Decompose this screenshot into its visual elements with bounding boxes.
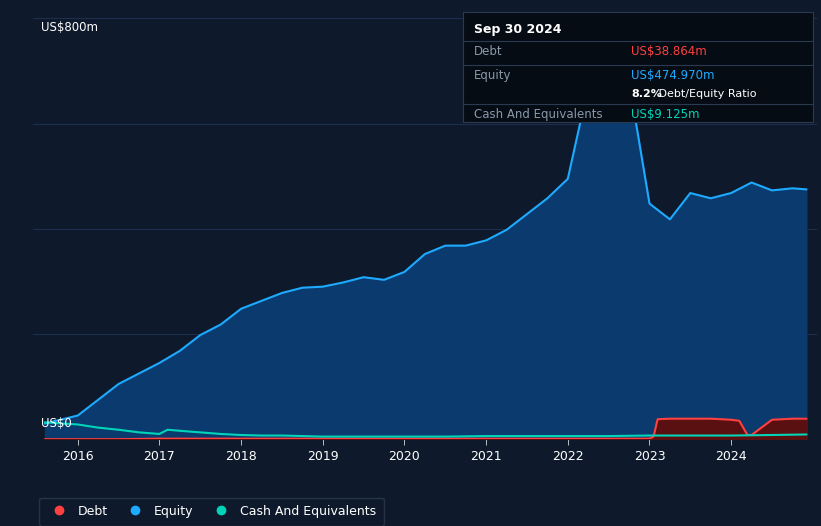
- Text: Debt/Equity Ratio: Debt/Equity Ratio: [655, 89, 756, 99]
- Text: Cash And Equivalents: Cash And Equivalents: [474, 108, 602, 120]
- Text: Equity: Equity: [474, 69, 511, 82]
- Text: Debt: Debt: [474, 45, 502, 58]
- Text: US$38.864m: US$38.864m: [631, 45, 707, 58]
- Text: 8.2%: 8.2%: [631, 89, 662, 99]
- Legend: Debt, Equity, Cash And Equivalents: Debt, Equity, Cash And Equivalents: [39, 498, 383, 525]
- Text: US$474.970m: US$474.970m: [631, 69, 714, 82]
- Text: US$800m: US$800m: [41, 21, 98, 34]
- Text: US$0: US$0: [41, 417, 71, 430]
- Text: Sep 30 2024: Sep 30 2024: [474, 23, 561, 36]
- Text: US$9.125m: US$9.125m: [631, 108, 699, 120]
